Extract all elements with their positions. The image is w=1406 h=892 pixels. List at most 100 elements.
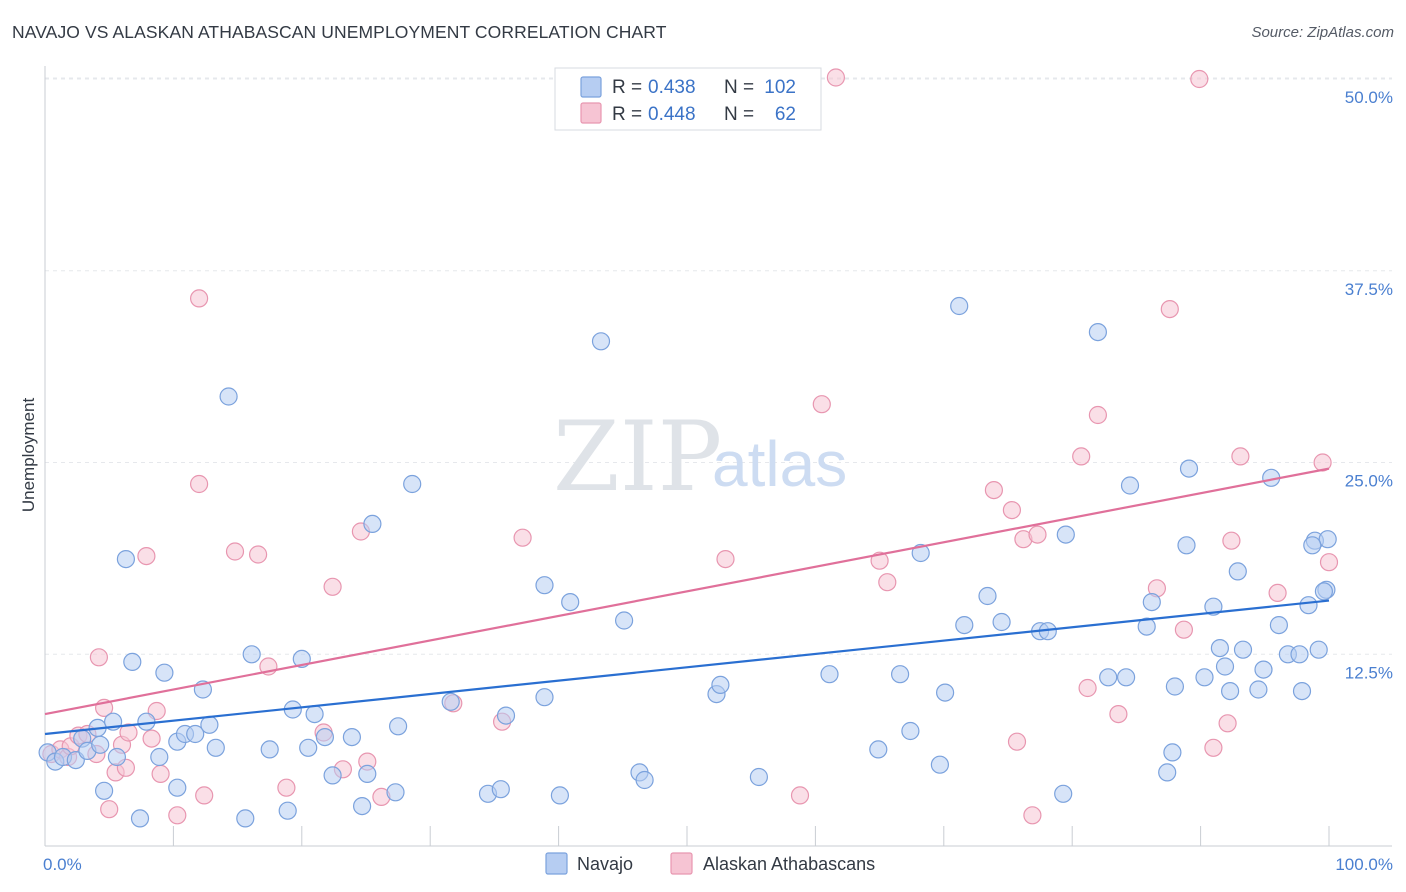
navajo-point xyxy=(236,809,255,828)
navajo-point xyxy=(535,688,554,707)
navajo-point xyxy=(1254,660,1273,679)
navajo-point xyxy=(363,514,382,534)
navajo-point xyxy=(869,740,888,759)
navajo-point xyxy=(1088,323,1108,342)
navajo-point xyxy=(107,747,127,767)
legend-r-label-athabascan: R = xyxy=(612,104,642,125)
navajo-point xyxy=(155,663,174,682)
navajo-point xyxy=(535,576,554,595)
athabascan-point xyxy=(142,729,161,748)
series-legend-label-athabascan: Alaskan Athabascans xyxy=(703,854,875,874)
navajo-point xyxy=(711,675,730,695)
athabascan-point xyxy=(1002,501,1022,520)
navajo-point xyxy=(168,778,187,797)
athabascan-point xyxy=(1319,553,1339,572)
navajo-point xyxy=(935,683,955,702)
navajo-point xyxy=(1215,657,1235,676)
navajo-point xyxy=(930,755,950,774)
navajo-point xyxy=(1249,680,1268,699)
navajo-point xyxy=(911,543,930,563)
athabascan-point xyxy=(1109,704,1128,724)
navajo-point xyxy=(1116,668,1136,687)
navajo-point xyxy=(1054,784,1073,803)
chart-title: NAVAJO VS ALASKAN ATHABASCAN UNEMPLOYMEN… xyxy=(12,22,667,42)
navajo-point xyxy=(1309,640,1328,659)
athabascan-point xyxy=(1088,405,1108,425)
navajo-point xyxy=(186,724,205,744)
navajo-point xyxy=(1290,645,1309,664)
navajo-points xyxy=(38,296,1337,828)
x-tick-label-min: 0.0% xyxy=(43,855,82,874)
navajo-point xyxy=(978,586,997,606)
legend-swatch-athabascan xyxy=(580,102,602,124)
athabascan-point xyxy=(984,481,1004,500)
navajo-point xyxy=(1233,640,1253,659)
navajo-point xyxy=(242,645,261,664)
y-tick-label: 37.5% xyxy=(1345,280,1393,299)
navajo-point xyxy=(389,717,408,736)
athabascan-point xyxy=(1072,447,1091,466)
navajo-point xyxy=(1137,617,1156,636)
legend-r-value-athabascan: 0.448 xyxy=(648,104,696,125)
legend-swatch-navajo xyxy=(580,76,602,98)
athabascan-point xyxy=(1268,583,1287,603)
watermark: ZIP atlas xyxy=(553,401,847,513)
athabascan-point xyxy=(1222,531,1241,550)
navajo-point xyxy=(1292,681,1312,701)
navajo-point xyxy=(561,592,580,612)
series-legend-swatch-navajo xyxy=(545,852,568,875)
navajo-point xyxy=(1303,536,1322,555)
athabascan-point xyxy=(119,723,138,742)
athabascan-point xyxy=(225,542,245,561)
navajo-point xyxy=(1318,530,1337,549)
navajo-point xyxy=(299,738,318,757)
athabascan-trend-line xyxy=(44,467,1330,716)
athabascan-point xyxy=(1023,806,1042,825)
athabascan-point xyxy=(168,806,187,825)
navajo-point xyxy=(1179,459,1199,478)
navajo-point xyxy=(1099,668,1118,687)
navajo-point xyxy=(820,665,839,684)
y-tick-label: 25.0% xyxy=(1345,472,1393,491)
athabascan-point xyxy=(878,573,897,592)
navajo-point xyxy=(591,332,611,351)
athabascan-point xyxy=(323,577,342,596)
navajo-point xyxy=(749,767,769,787)
legend-n-label-navajo: N = xyxy=(724,77,754,98)
x-tick-label-max: 100.0% xyxy=(1335,855,1393,874)
navajo-point xyxy=(130,809,150,828)
athabascan-point xyxy=(1218,714,1237,733)
navajo-point xyxy=(950,296,969,316)
navajo-point xyxy=(94,781,114,800)
athabascan-point xyxy=(716,549,735,569)
y-tick-label: 12.5% xyxy=(1345,663,1393,682)
athabascan-point xyxy=(1028,525,1047,544)
y-axis-label: Unemployment xyxy=(19,398,38,513)
athabascan-point xyxy=(812,395,831,414)
navajo-point xyxy=(137,712,156,731)
athabascan-point xyxy=(151,764,170,784)
y-tick-label: 50.0% xyxy=(1345,88,1393,107)
athabascan-point xyxy=(1160,300,1179,319)
navajo-point xyxy=(635,770,654,790)
legend-r-label-navajo: R = xyxy=(612,77,642,98)
navajo-point xyxy=(1165,677,1185,696)
athabascan-point xyxy=(277,778,296,797)
navajo-point xyxy=(200,715,219,734)
athabascan-point xyxy=(190,474,209,494)
athabascan-point xyxy=(249,545,268,564)
navajo-point xyxy=(1142,592,1161,612)
navajo-point xyxy=(1158,763,1177,782)
navajo-point xyxy=(116,549,136,569)
athabascan-point xyxy=(1204,738,1223,757)
athabascan-point xyxy=(1313,453,1332,472)
navajo-point xyxy=(1314,582,1334,601)
navajo-point xyxy=(91,735,110,754)
watermark-zip: ZIP xyxy=(553,401,722,513)
athabascan-point xyxy=(1190,69,1209,89)
navajo-point xyxy=(123,652,142,672)
series-legend: Navajo Alaskan Athabascans xyxy=(545,852,875,875)
legend-n-label-athabascan: N = xyxy=(724,104,754,125)
navajo-point xyxy=(305,704,324,724)
